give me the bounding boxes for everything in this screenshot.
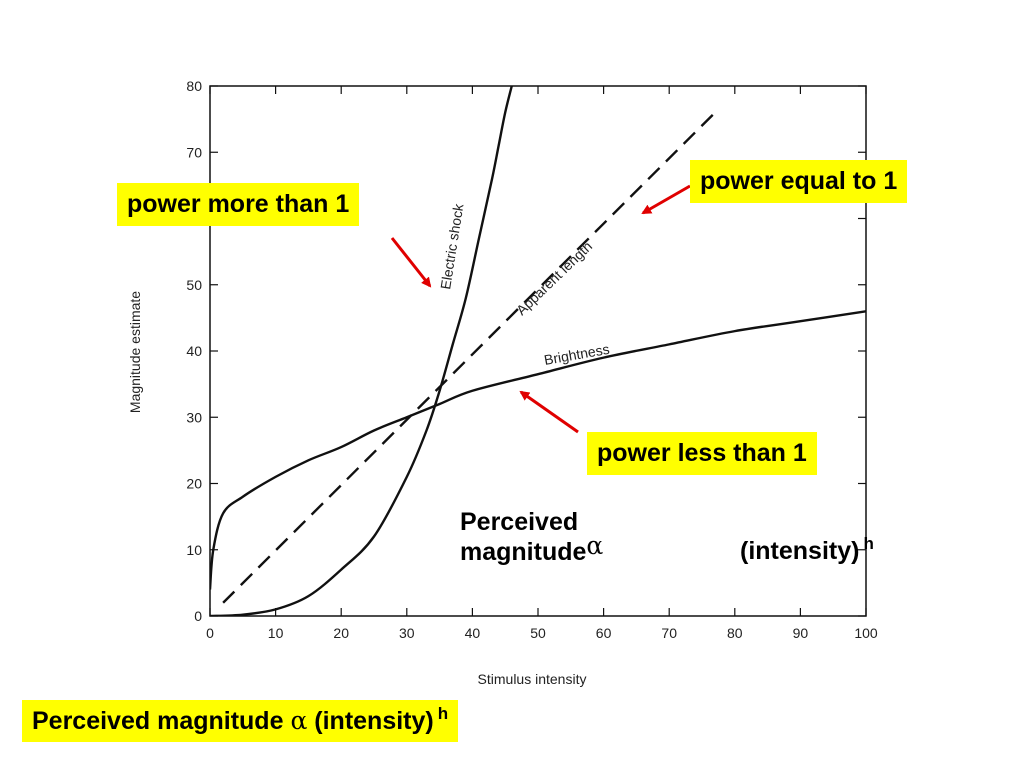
formula-intensity-text: (intensity) — [740, 537, 860, 565]
x-tick-label: 80 — [727, 625, 743, 641]
x-tick-label: 50 — [530, 625, 546, 641]
arrow-power-equal — [641, 184, 691, 215]
footer-alpha: α — [290, 706, 308, 735]
formula-magnitude: magnitude — [460, 538, 587, 566]
x-tick-label: 60 — [596, 625, 612, 641]
formula-alpha: α — [586, 531, 604, 560]
formula-perceived-magnitude: Perceived magnitudeα — [460, 507, 603, 567]
footer-formula: Perceived magnitude α (intensity) h — [22, 700, 459, 742]
arrows — [390, 184, 691, 434]
x-tick-label: 0 — [206, 625, 214, 641]
footer-intensity: (intensity) — [314, 707, 434, 735]
y-tick-label: 40 — [186, 343, 202, 359]
x-tick-label: 20 — [333, 625, 349, 641]
x-axis-title: Stimulus intensity — [478, 671, 587, 687]
y-tick-label: 10 — [186, 542, 202, 558]
callout-power-equal: power equal to 1 — [690, 160, 908, 203]
series-line-apparent-length — [222, 111, 716, 604]
y-axis-title: Magnitude estimate — [127, 291, 143, 413]
y-tick-label: 20 — [186, 476, 202, 492]
x-tick-label: 100 — [854, 625, 878, 641]
arrow-power-more — [390, 237, 432, 288]
y-tick-label: 70 — [186, 144, 202, 160]
formula-line2: magnitudeα — [460, 531, 603, 567]
axes: 010203040506070809010001020304050607080 — [186, 78, 877, 641]
y-tick-label: 80 — [186, 78, 202, 94]
series-line-brightness — [210, 310, 866, 590]
formula-intensity: (intensity) h — [740, 534, 874, 566]
curve-label-electric-shock: Electric shock — [437, 202, 466, 291]
y-tick-label: 0 — [194, 608, 202, 624]
curve-label-apparent-length: Apparent length — [513, 238, 595, 318]
footer-exponent: h — [437, 704, 449, 723]
arrow-power-less — [519, 390, 579, 434]
formula-exponent: h — [863, 534, 874, 553]
x-tick-label: 30 — [399, 625, 415, 641]
y-tick-label: 30 — [186, 409, 202, 425]
footer-text: Perceived magnitude — [32, 707, 284, 735]
x-tick-label: 90 — [793, 625, 809, 641]
callout-power-more: power more than 1 — [117, 183, 360, 226]
series-layer — [210, 86, 866, 616]
x-tick-label: 10 — [268, 625, 284, 641]
series-line-electric-shock — [210, 86, 513, 616]
formula-line1: Perceived — [460, 508, 579, 536]
y-tick-label: 50 — [186, 277, 202, 293]
x-tick-label: 40 — [465, 625, 481, 641]
callout-power-less: power less than 1 — [587, 432, 817, 475]
x-tick-label: 70 — [661, 625, 677, 641]
